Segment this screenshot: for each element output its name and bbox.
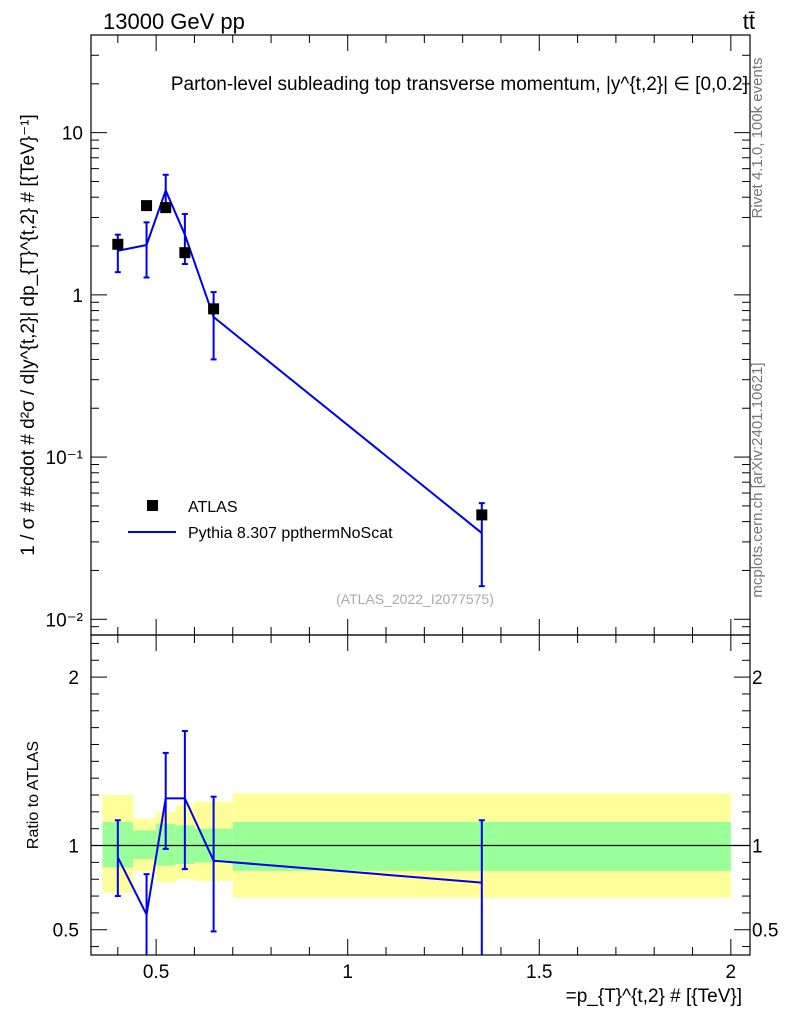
ratio-y-tick-label-left: 0.5 xyxy=(53,921,79,942)
x-tick-label: 0.5 xyxy=(143,962,169,983)
y-tick-label: 10⁻² xyxy=(46,610,84,631)
source-label: mcplots.cern.ch [arXiv:2401.10621] xyxy=(749,362,766,597)
ratio-y-tick-label-right: 2 xyxy=(752,668,763,689)
ratio-y-tick-label-right: 0.5 xyxy=(752,921,778,942)
mc-line xyxy=(117,187,483,534)
ratio-y-tick-label-right: 1 xyxy=(752,837,763,858)
main-frame xyxy=(90,34,751,636)
main-title: Parton-level subleading top transverse m… xyxy=(171,74,748,95)
ratio-panel: 0.5 0.5 1 1 2 2 0.5 1 1.5 2 Ratio to ATLAS =p_{T}… xyxy=(25,634,778,1007)
energy-label: 13000 GeV pp xyxy=(103,9,245,34)
x-tick-label: 2 xyxy=(726,962,737,983)
y-tick-label: 1 xyxy=(72,286,83,307)
main-y-axis-label: 1 / σ # #cdot # d²σ / d|y^{t,2}| dp_{T}^… xyxy=(18,114,39,555)
ratio-y-axis-label: Ratio to ATLAS xyxy=(25,741,42,849)
x-tick-label: 1 xyxy=(342,962,353,983)
legend-label-atlas: ATLAS xyxy=(188,499,238,516)
watermark: (ATLAS_2022_I2077575) xyxy=(336,591,494,607)
atlas-data-point xyxy=(141,200,153,212)
legend: ATLAS Pythia 8.307 ppthermNoScat xyxy=(128,499,393,542)
process-label: tt̄ xyxy=(743,9,755,34)
ratio-mc-line xyxy=(116,797,482,918)
x-tick-label: 1.5 xyxy=(526,962,552,983)
atlas-data-point xyxy=(160,202,172,214)
main-panel: Parton-level subleading top transverse m… xyxy=(18,34,751,636)
x-axis-label: =p_{T}^{t,2} # [{TeV}] xyxy=(566,986,742,1007)
ratio-y-tick-label-left: 1 xyxy=(68,837,79,858)
legend-label-pythia: Pythia 8.307 ppthermNoScat xyxy=(188,525,393,542)
y-tick-label: 10⁻¹ xyxy=(46,448,84,469)
atlas-data-point xyxy=(112,238,124,250)
atlas-data-point xyxy=(208,303,220,315)
ratio-y-tick-label-left: 2 xyxy=(68,668,79,689)
legend-marker-atlas xyxy=(147,500,158,511)
rivet-label: Rivet 4.1.0, 100k events xyxy=(749,58,766,219)
ratio-inner-band xyxy=(133,830,157,859)
y-tick-label: 10 xyxy=(62,124,83,145)
atlas-data-point xyxy=(179,247,191,259)
atlas-data-point xyxy=(476,509,488,521)
ratio-frame xyxy=(90,634,751,956)
